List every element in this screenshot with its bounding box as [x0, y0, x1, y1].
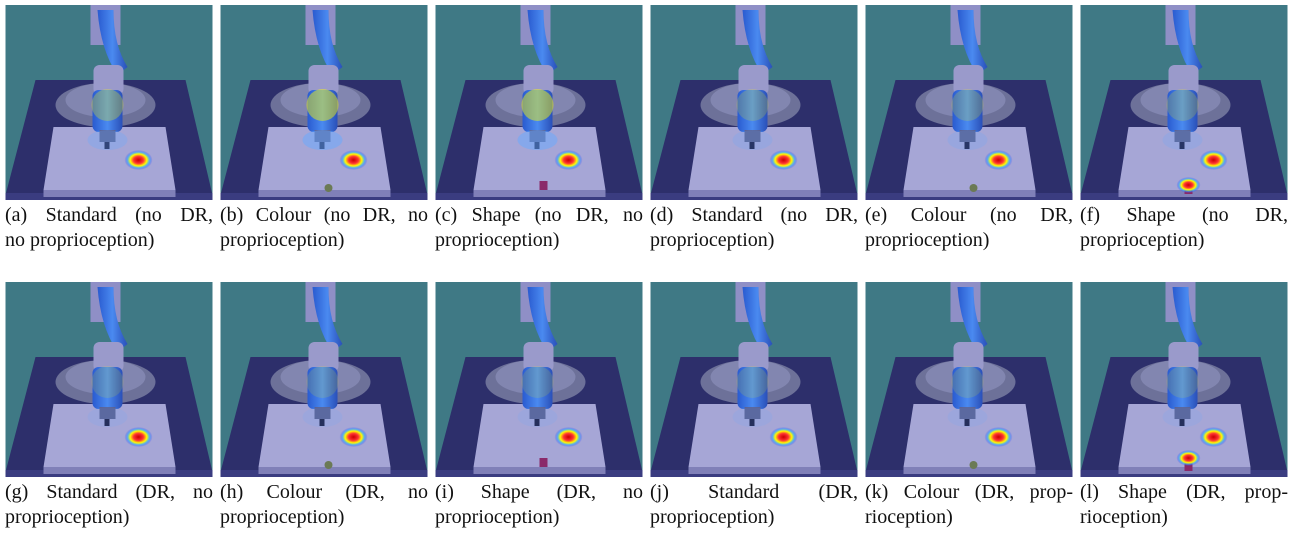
scene-image	[1080, 282, 1288, 477]
scene-image	[220, 282, 428, 477]
caption-line: proprioception)	[650, 228, 858, 253]
caption-line: (d) Standard (no DR,	[650, 203, 858, 228]
scene-image	[650, 282, 858, 477]
scene-image	[865, 282, 1073, 477]
scene-image	[1080, 5, 1288, 200]
caption-line: rioception)	[1080, 505, 1288, 530]
panel: (a) Standard (no DR,no proprioception)	[5, 5, 213, 253]
caption-line: (j) Standard (DR,	[650, 480, 858, 505]
caption-line: (e) Colour (no DR,	[865, 203, 1073, 228]
scene-image	[865, 5, 1073, 200]
caption-line: proprioception)	[220, 228, 428, 253]
caption: (k) Colour (DR, prop-rioception)	[865, 480, 1073, 530]
caption-line: proprioception)	[650, 505, 858, 530]
caption-line: rioception)	[865, 505, 1073, 530]
caption-line: (l) Shape (DR, prop-	[1080, 480, 1288, 505]
caption-line: proprioception)	[865, 228, 1073, 253]
figure: (a) Standard (no DR,no proprioception) (…	[0, 0, 1298, 551]
panel: (f) Shape (no DR,proprioception)	[1080, 5, 1288, 253]
caption-line: proprioception)	[435, 228, 643, 253]
caption: (e) Colour (no DR,proprioception)	[865, 203, 1073, 253]
caption: (d) Standard (no DR,proprioception)	[650, 203, 858, 253]
caption-line: (a) Standard (no DR,	[5, 203, 213, 228]
caption: (f) Shape (no DR,proprioception)	[1080, 203, 1288, 253]
panel: (d) Standard (no DR,proprioception)	[650, 5, 858, 253]
panel: (e) Colour (no DR,proprioception)	[865, 5, 1073, 253]
caption-line: (c) Shape (no DR, no	[435, 203, 643, 228]
scene-image	[5, 5, 213, 200]
caption: (j) Standard (DR,proprioception)	[650, 480, 858, 530]
caption: (l) Shape (DR, prop-rioception)	[1080, 480, 1288, 530]
scene-image	[435, 5, 643, 200]
scene-image	[650, 5, 858, 200]
caption-line: (g) Standard (DR, no	[5, 480, 213, 505]
caption-line: proprioception)	[435, 505, 643, 530]
caption-line: (f) Shape (no DR,	[1080, 203, 1288, 228]
caption-line: proprioception)	[1080, 228, 1288, 253]
caption: (a) Standard (no DR,no proprioception)	[5, 203, 213, 253]
panel: (j) Standard (DR,proprioception)	[650, 282, 858, 530]
panel: (l) Shape (DR, prop-rioception)	[1080, 282, 1288, 530]
scene-image	[435, 282, 643, 477]
caption-line: no proprioception)	[5, 228, 213, 253]
scene-image	[5, 282, 213, 477]
caption-line: (i) Shape (DR, no	[435, 480, 643, 505]
caption-line: (k) Colour (DR, prop-	[865, 480, 1073, 505]
caption-line: (h) Colour (DR, no	[220, 480, 428, 505]
scene-image	[220, 5, 428, 200]
panel: (k) Colour (DR, prop-rioception)	[865, 282, 1073, 530]
caption-line: proprioception)	[5, 505, 213, 530]
caption-line: proprioception)	[220, 505, 428, 530]
caption-line: (b) Colour (no DR, no	[220, 203, 428, 228]
